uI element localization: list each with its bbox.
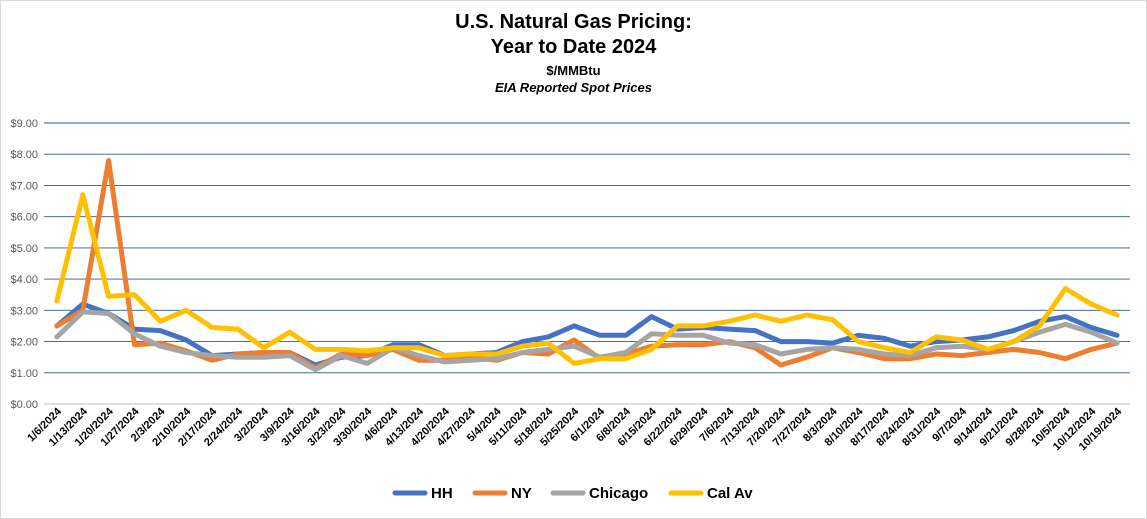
chart-subtitle-2: EIA Reported Spot Prices (495, 80, 652, 95)
legend-label: NY (511, 485, 532, 502)
series-line-cal-av (54, 192, 1120, 366)
y-axis-ticks: $0.00 $1.00 $2.00 $3.00 $4.00 $5.00 $6.00 $7.00… (10, 118, 38, 411)
y-tick-label: $4.00 (10, 274, 38, 286)
y-tick-label: $7.00 (10, 180, 38, 192)
series-lines (54, 158, 1120, 373)
legend-label: Chicago (589, 485, 648, 502)
y-tick-label: $0.00 (10, 399, 38, 411)
series-line-ny (54, 158, 1120, 371)
y-tick-label: $8.00 (10, 149, 38, 161)
y-tick-label: $1.00 (10, 368, 38, 380)
series-line-chicago (54, 309, 1120, 373)
y-tick-label: $3.00 (10, 305, 38, 317)
legend-label: Cal Av (707, 485, 753, 502)
chart-title: U.S. Natural Gas Pricing: (455, 11, 692, 33)
y-tick-label: $2.00 (10, 337, 38, 349)
title-block: U.S. Natural Gas Pricing: Year to Date 2… (0, 10, 1147, 96)
chart-title-line2: Year to Date 2024 (490, 36, 657, 58)
legend-label: HH (431, 485, 453, 502)
chart-subtitle: $/MMBtu (546, 63, 601, 78)
y-tick-label: $5.00 (10, 243, 38, 255)
y-tick-label: $9.00 (10, 118, 38, 130)
x-axis-ticks: 1/6/20241/13/20241/20/20241/27/20242/3/2… (25, 405, 1125, 453)
y-tick-label: $6.00 (10, 212, 38, 224)
legend: HH NY Chicago Cal Av (392, 485, 753, 502)
